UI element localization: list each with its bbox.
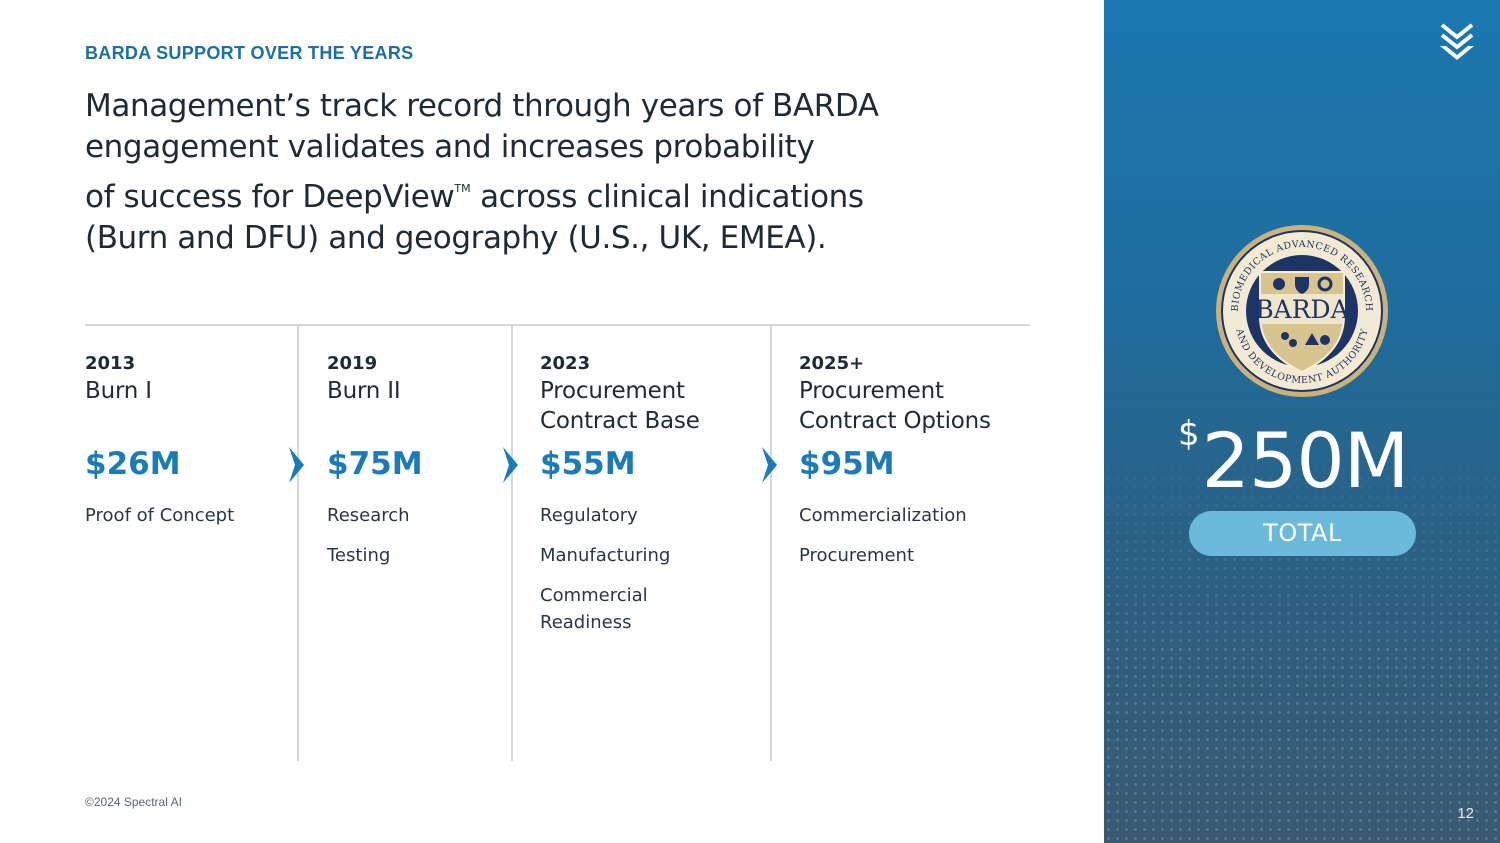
timeline-top-divider (85, 324, 1030, 326)
timeline-year: 2013 (85, 353, 136, 374)
chevron-right-icon (289, 447, 304, 483)
timeline-amount: $75M (327, 446, 423, 482)
timeline-items: Commercialization Procurement (799, 502, 1029, 582)
headline-line-3: of success for DeepViewTM across clinica… (85, 179, 864, 215)
timeline-column-2023: 2023 Procurement Contract Base $55M Regu… (540, 352, 760, 633)
timeline-item: Proof of Concept (85, 505, 235, 526)
headline-line-2: engagement validates and increases proba… (85, 129, 815, 165)
double-chevron-down-icon (1440, 23, 1474, 60)
timeline-item: Commercial Readiness (540, 585, 648, 633)
timeline-items: Regulatory Manufacturing Commercial Read… (540, 502, 710, 649)
timeline-divider (511, 325, 513, 761)
timeline-item: Commercialization (799, 505, 967, 526)
page-number: 12 (1457, 805, 1474, 822)
timeline-amount: $26M (85, 446, 181, 482)
timeline-divider (297, 325, 299, 761)
timeline-column-2019: 2019 Burn II $75M Research Testing (327, 352, 507, 566)
timeline-title: Procurement Contract Options (799, 378, 991, 434)
timeline-item: Manufacturing (540, 545, 671, 566)
trademark-symbol: TM (454, 182, 471, 195)
timeline-title: Burn I (85, 378, 152, 404)
summary-panel (1104, 0, 1500, 843)
svg-text:BARDA: BARDA (1255, 295, 1349, 324)
timeline-column-2025: 2025+ Procurement Contract Options $95M … (799, 352, 1029, 566)
total-label-pill: TOTAL (1189, 511, 1416, 556)
timeline-title: Burn II (327, 378, 401, 404)
chevron-right-icon (762, 447, 777, 483)
timeline-item: Regulatory (540, 505, 638, 526)
total-value: 250M (1201, 416, 1410, 505)
total-currency: $ (1178, 414, 1200, 454)
chevron-right-icon (503, 447, 518, 483)
timeline-year: 2023 (540, 353, 591, 374)
timeline-title: Procurement Contract Base (540, 378, 700, 434)
timeline-amount: $55M (540, 446, 636, 482)
timeline-amount: $95M (799, 446, 895, 482)
timeline-year: 2025+ (799, 353, 865, 374)
headline-line-1: Management’s track record through years … (85, 88, 879, 124)
dotted-wave-background (1104, 420, 1500, 843)
timeline-item: Research (327, 505, 410, 526)
headline: Management’s track record through years … (85, 86, 985, 259)
copyright-footer: ©2024 Spectral AI (85, 795, 182, 809)
barda-seal-logo: BARDA BIOMEDICAL ADVANCED RESEARCH AND D… (1216, 225, 1388, 397)
timeline-items: Research Testing (327, 502, 557, 582)
headline-line-4: (Burn and DFU) and geography (U.S., UK, … (85, 220, 827, 256)
timeline-item: Procurement (799, 545, 915, 566)
timeline-divider (770, 325, 772, 761)
timeline-item: Testing (327, 545, 391, 566)
timeline-year: 2019 (327, 353, 378, 374)
timeline-column-2013: 2013 Burn I $26M Proof of Concept (85, 352, 285, 526)
section-eyebrow: BARDA SUPPORT OVER THE YEARS (85, 43, 414, 63)
timeline-items: Proof of Concept (85, 502, 315, 542)
total-amount: $250M (1178, 414, 1438, 505)
